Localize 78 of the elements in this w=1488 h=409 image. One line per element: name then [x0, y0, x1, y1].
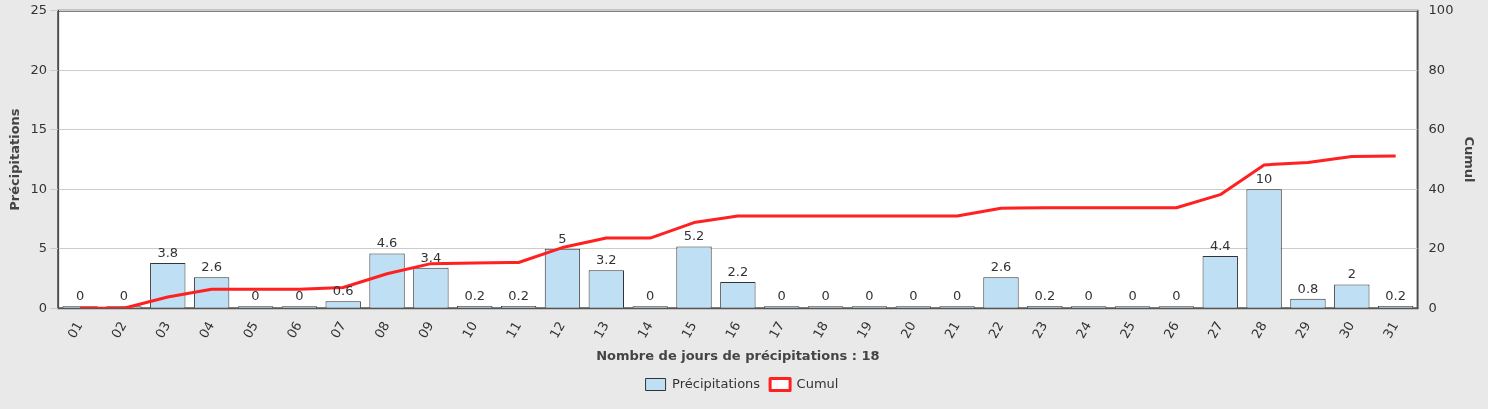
x-tick-label: 28: [1248, 318, 1270, 341]
x-tick-label: 04: [195, 318, 218, 341]
x-tick-label: 03: [152, 318, 174, 341]
data-label: 3.2: [595, 252, 617, 268]
x-tick-label: 14: [634, 318, 656, 341]
x-tick-label: 08: [371, 318, 393, 341]
x-tick-label: 17: [765, 318, 788, 341]
data-label: 0.2: [1385, 287, 1406, 303]
x-tick-label: 13: [590, 318, 612, 341]
x-tick-label: 12: [546, 318, 568, 341]
y2-tick-label: 100: [1428, 2, 1454, 18]
x-tick-label: 11: [502, 318, 525, 341]
data-label: 0: [1128, 287, 1137, 303]
x-tick-label: 31: [1379, 318, 1402, 341]
y-tick-label: 15: [30, 121, 48, 137]
data-label: 5.2: [683, 228, 705, 244]
data-label: 2.6: [201, 259, 222, 275]
data-label: 0: [295, 287, 304, 303]
y-axis-title: Précipitations: [7, 108, 23, 211]
data-label: 0: [1084, 287, 1093, 303]
data-label: 0: [821, 287, 830, 303]
y2-tick-label: 80: [1428, 61, 1446, 77]
x-tick-label: 25: [1116, 318, 1139, 341]
data-label: 5: [558, 230, 567, 246]
y-tick-label: 5: [38, 240, 48, 256]
data-label: 0.2: [464, 287, 486, 303]
x-tick-label: 24: [1072, 318, 1095, 341]
data-label: 0: [1172, 287, 1181, 303]
data-label: 0: [777, 287, 786, 303]
y2-tick-label: 60: [1428, 121, 1446, 137]
x-tick-label: 21: [941, 318, 963, 341]
x-tick-label: 06: [283, 318, 305, 341]
legend-label: Cumul: [796, 375, 839, 391]
data-label: 0: [952, 287, 962, 303]
data-label: 2.6: [990, 259, 1012, 275]
y-tick-label: 10: [30, 180, 48, 196]
y-tick-label: 25: [30, 2, 48, 18]
data-label: 0: [75, 287, 85, 303]
data-label: 0: [251, 287, 260, 303]
y2-tick-label: 0: [1428, 299, 1437, 315]
data-label: 0: [646, 287, 655, 303]
x-tick-label: 26: [1160, 318, 1182, 341]
y2-axis-title: Cumul: [1461, 136, 1477, 183]
x-tick-label: 23: [1029, 318, 1051, 341]
data-label: 0: [865, 287, 874, 303]
y2-tick-label: 40: [1428, 180, 1446, 196]
data-label: 10: [1255, 171, 1273, 187]
x-tick-label: 22: [985, 318, 1007, 341]
data-label: 0.2: [1034, 287, 1056, 303]
x-tick-label: 09: [415, 318, 437, 341]
data-label: 0: [119, 287, 129, 303]
x-tick-label: 18: [809, 318, 832, 341]
x-tick-label: 27: [1204, 318, 1226, 341]
data-label: 2.2: [727, 263, 749, 279]
data-label: 0.2: [508, 287, 529, 303]
x-tick-label: 19: [853, 318, 875, 341]
data-label: 4.6: [376, 235, 398, 251]
data-label: 4.4: [1209, 237, 1231, 253]
x-tick-label: 15: [678, 318, 700, 341]
x-tick-label: 10: [459, 318, 481, 341]
data-label: 2: [1347, 266, 1356, 282]
y-tick-label: 20: [30, 61, 48, 77]
x-tick-label: 30: [1336, 318, 1358, 341]
data-label: 3.8: [157, 244, 179, 260]
x-tick-label: 05: [239, 318, 261, 341]
x-axis-title: Nombre de jours de précipitations : 18: [596, 347, 880, 363]
x-tick-label: 20: [897, 318, 919, 341]
legend-label: Précipitations: [672, 375, 761, 391]
x-tick-label: 16: [722, 318, 744, 341]
x-tick-label: 07: [327, 318, 349, 341]
data-label: 0: [909, 287, 918, 303]
x-tick-label: 29: [1292, 318, 1314, 341]
x-tick-label: 01: [64, 318, 86, 341]
y-tick-label: 0: [38, 299, 48, 315]
x-tick-label: 02: [108, 318, 130, 341]
data-label: 0.8: [1297, 280, 1319, 296]
data-label: 3.4: [420, 249, 442, 265]
y2-tick-label: 20: [1428, 240, 1446, 256]
